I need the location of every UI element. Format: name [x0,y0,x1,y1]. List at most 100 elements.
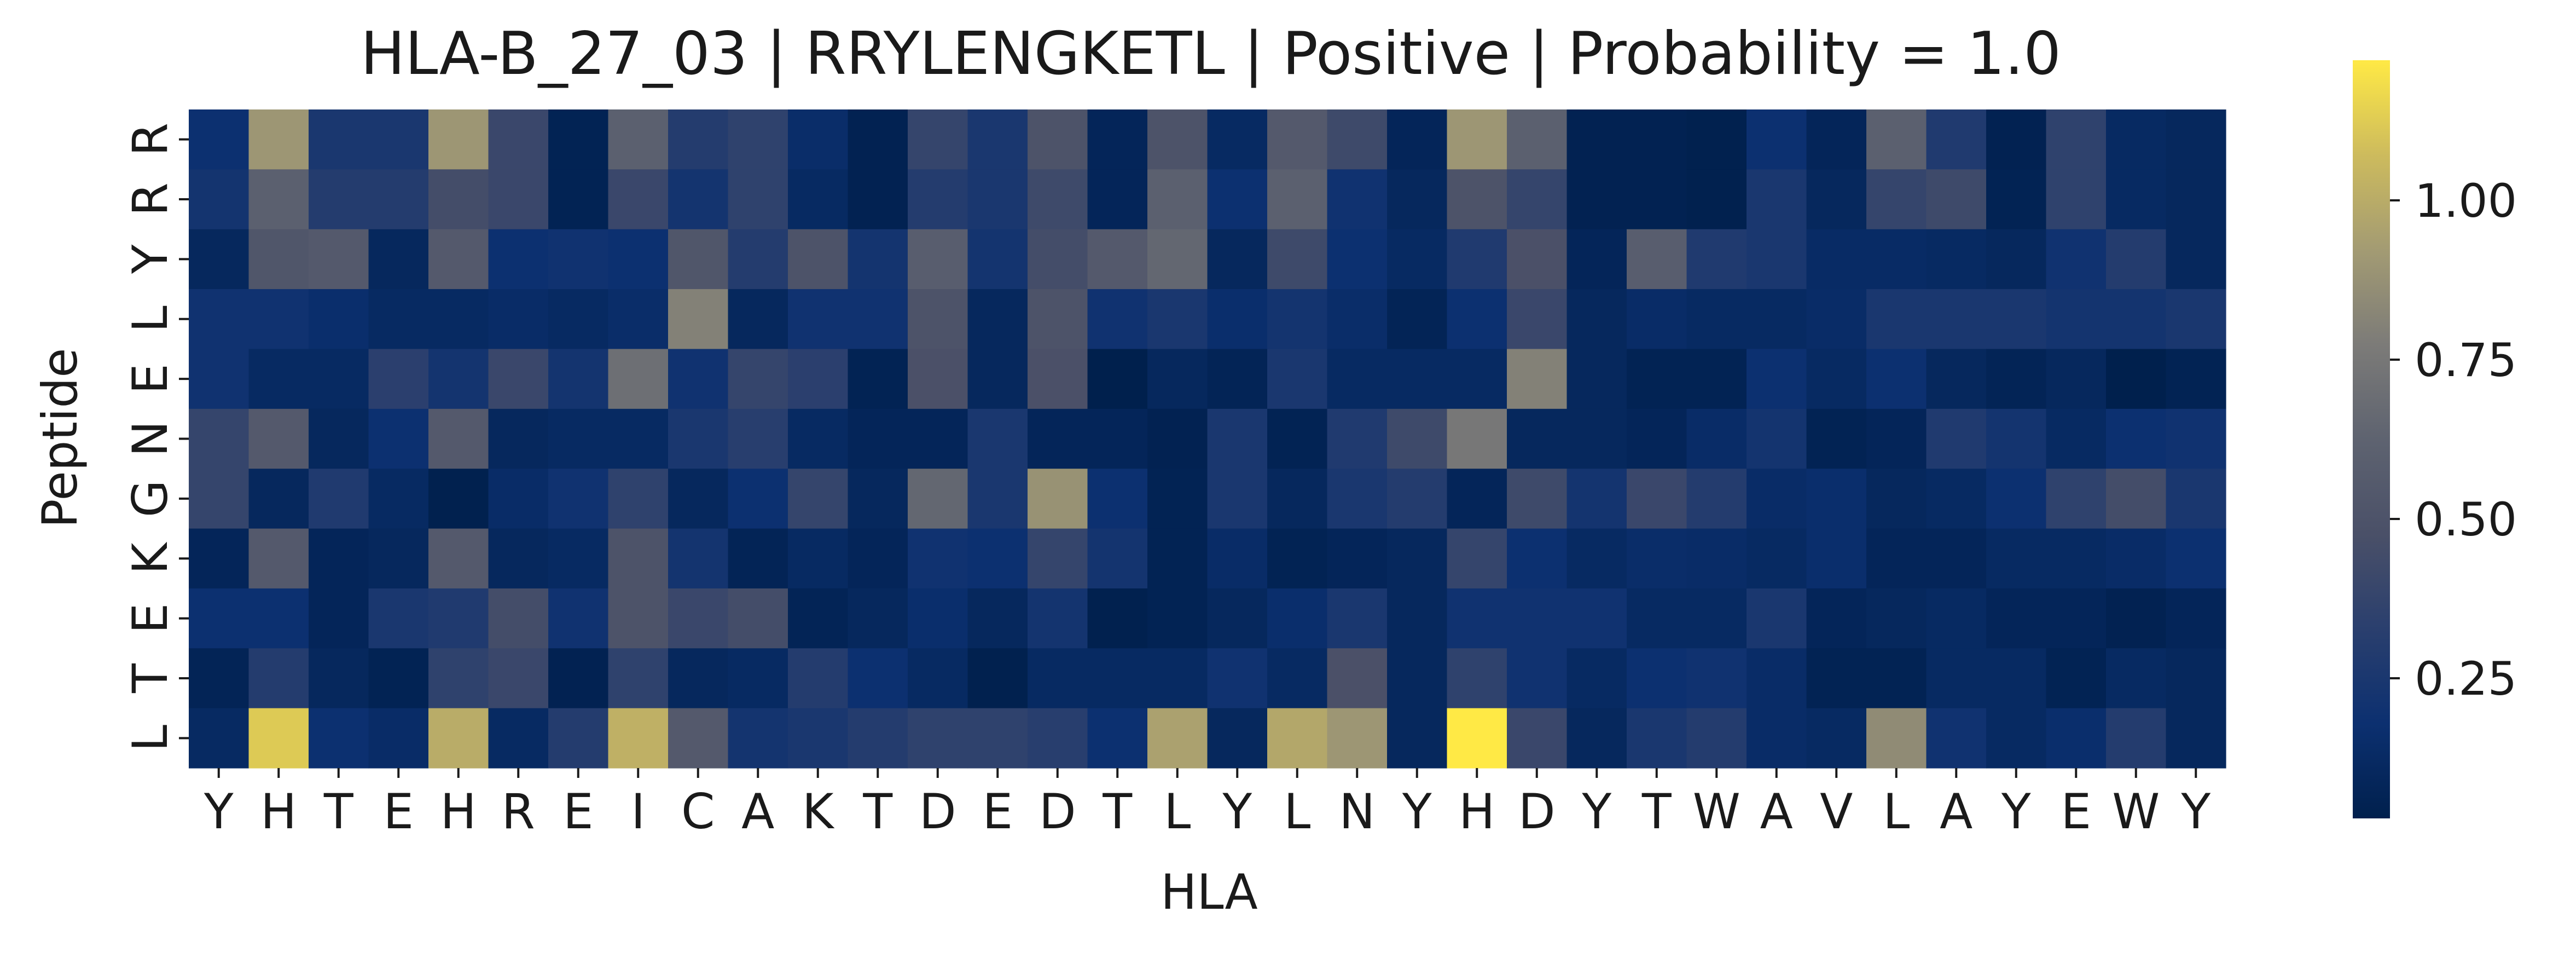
heatmap-cell [1806,109,1867,170]
heatmap-cell [967,349,1028,409]
heatmap-cell [1686,408,1747,469]
heatmap-cell [1747,708,1807,769]
heatmap-cell [1447,169,1507,230]
heatmap-cell [788,169,849,230]
heatmap-cell [967,229,1028,290]
heatmap-cell [1806,648,1867,709]
heatmap-cell [1866,528,1927,589]
heatmap-cell [248,528,309,589]
heatmap-cell [1327,229,1388,290]
heatmap-cell [2166,229,2226,290]
heatmap-cell [189,229,250,290]
x-tick-label: L [1284,783,1310,840]
heatmap-cell [608,349,669,409]
heatmap-cell [368,648,429,709]
x-tick-label: E [982,783,1013,840]
heatmap-cell [848,289,908,350]
heatmap-cell [309,289,369,350]
heatmap-cell [967,109,1028,170]
heatmap-cell [1387,289,1448,350]
heatmap-cell [1028,528,1088,589]
heatmap-cell [1986,469,2047,529]
heatmap-cell [908,708,968,769]
heatmap-cell [309,229,369,290]
heatmap-cell [788,408,849,469]
heatmap-cell [848,648,908,709]
heatmap-cell [728,708,788,769]
x-tick-label: Y [1222,783,1252,840]
heatmap-cell [2046,169,2107,230]
heatmap-cell [1327,469,1388,529]
heatmap-cell [368,349,429,409]
heatmap-cell [368,109,429,170]
heatmap-cell [2166,408,2226,469]
heatmap-cell [1447,588,1507,649]
heatmap-cell [1207,408,1268,469]
heatmap-cell [668,648,729,709]
heatmap-cell [1806,289,1867,350]
heatmap-cell [1686,169,1747,230]
y-tick-label: T [122,663,178,694]
heatmap-cell [1507,289,1568,350]
heatmap-cell [1147,588,1208,649]
heatmap-cell [248,469,309,529]
heatmap-cell [2106,229,2167,290]
x-tick-label: K [802,783,835,840]
heatmap-cell [728,109,788,170]
heatmap-cell [1567,229,1627,290]
heatmap-cell [1028,289,1088,350]
heatmap-cell [1147,528,1208,589]
heatmap-cell [368,169,429,230]
heatmap-cell [1747,169,1807,230]
heatmap-cell [428,109,489,170]
heatmap-cell [1207,648,1268,709]
heatmap-cell [1806,229,1867,290]
heatmap-cell [548,469,609,529]
heatmap-cell [1926,169,1987,230]
heatmap-cell [309,109,369,170]
x-tick-label: H [440,783,477,840]
heatmap-cell [967,588,1028,649]
heatmap-cell [2166,289,2226,350]
heatmap-cell [309,408,369,469]
heatmap-cell [2106,289,2167,350]
heatmap-cell [248,708,309,769]
y-axis-ticks: RRYLENGKETL [122,123,189,752]
heatmap-cell [1147,349,1208,409]
heatmap-cell [2106,349,2167,409]
heatmap-cell [309,708,369,769]
heatmap-cell [309,349,369,409]
heatmap-cell [1747,289,1807,350]
x-tick-label: I [631,783,645,840]
heatmap-cell [488,588,549,649]
heatmap-cell [1028,169,1088,230]
heatmap-cell [548,169,609,230]
heatmap-cell [1387,528,1448,589]
colorbar-tick-label: 1.00 [2415,174,2517,228]
y-tick-label: K [122,541,178,574]
heatmap-cell [1327,109,1388,170]
heatmap-cell [2166,349,2226,409]
heatmap-cell [1866,169,1927,230]
heatmap-cell [1806,588,1867,649]
heatmap-cell [248,109,309,170]
heatmap-cell [1507,528,1568,589]
heatmap-cell [1926,708,1987,769]
heatmap-cell [1267,648,1328,709]
heatmap-cell [309,648,369,709]
heatmap-cell [1627,469,1687,529]
heatmap-cell [1627,588,1687,649]
heatmap-cell [1447,349,1507,409]
heatmap-cell [2106,708,2167,769]
heatmap-cell [189,349,250,409]
heatmap-cell [1986,708,2047,769]
heatmap-cell [189,588,250,649]
heatmap-cell [488,528,549,589]
heatmap-cell [488,229,549,290]
heatmap-cell [1387,588,1448,649]
heatmap-cell [189,109,250,170]
heatmap-cell [1267,469,1328,529]
heatmap-cell [788,289,849,350]
heatmap-cell [548,528,609,589]
